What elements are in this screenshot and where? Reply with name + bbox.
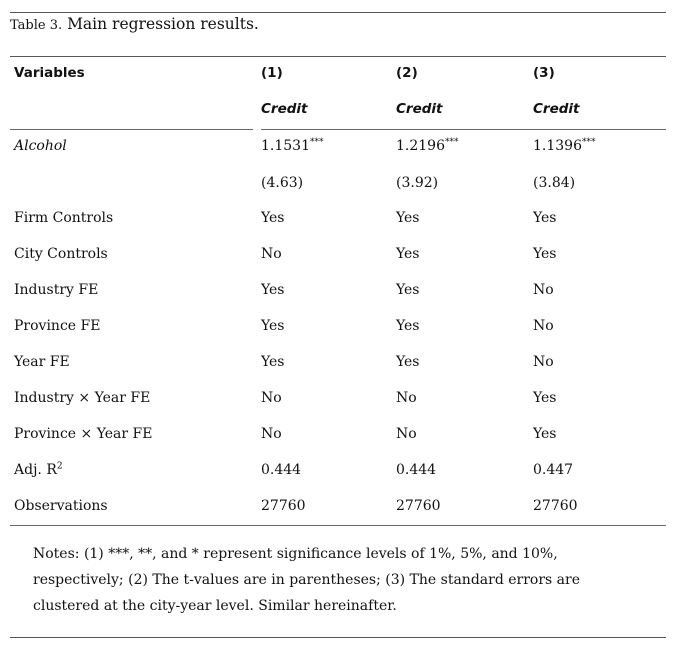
header-rule-left	[10, 129, 253, 130]
table-bottom-rule	[10, 525, 666, 526]
industry-fe-3: No	[533, 282, 554, 298]
dep-var-2: Credit	[396, 101, 443, 117]
adj-r2-2: 0.444	[396, 462, 437, 478]
province-fe-2: Yes	[396, 318, 420, 334]
caption-label: Table 3.	[10, 18, 63, 33]
industry-fe-2: Yes	[396, 282, 420, 298]
industry-fe-label: Industry FE	[14, 282, 99, 298]
city-controls-label: City Controls	[14, 246, 108, 262]
industry-year-fe-3: Yes	[533, 390, 557, 406]
firm-controls-2: Yes	[396, 210, 420, 226]
province-fe-3: No	[533, 318, 554, 334]
province-fe-label: Province FE	[14, 318, 101, 334]
alcohol-stars-2: ***	[445, 137, 459, 148]
firm-controls-1: Yes	[261, 210, 285, 226]
dep-var-1: Credit	[261, 101, 308, 117]
city-controls-3: Yes	[533, 246, 557, 262]
province-year-fe-2: No	[396, 426, 417, 442]
alcohol-stars-1: ***	[310, 137, 324, 148]
table-notes: Notes: (1) ***, **, and * represent sign…	[33, 546, 580, 614]
alcohol-tval-1: (4.63)	[261, 175, 304, 191]
year-fe-2: Yes	[396, 354, 420, 370]
header-top-rule	[10, 56, 666, 57]
firm-controls-3: Yes	[533, 210, 557, 226]
table-container: Table 3. Main regression results. Variab…	[10, 0, 666, 652]
adj-r2-label: Adj. R2	[14, 461, 63, 478]
observations-2: 27760	[396, 498, 441, 514]
alcohol-label: Alcohol	[14, 138, 67, 154]
year-fe-label: Year FE	[14, 354, 70, 370]
city-controls-2: Yes	[396, 246, 420, 262]
province-year-fe-3: Yes	[533, 426, 557, 442]
industry-year-fe-label: Industry × Year FE	[14, 390, 151, 406]
table-caption: Table 3. Main regression results.	[10, 15, 259, 33]
column-3-header: (3)	[533, 65, 555, 81]
header-rule-right	[261, 129, 666, 130]
observations-1: 27760	[261, 498, 306, 514]
alcohol-tval-2: (3.92)	[396, 175, 439, 191]
alcohol-stars-3: ***	[582, 137, 596, 148]
province-year-fe-1: No	[261, 426, 282, 442]
adj-r2-1: 0.444	[261, 462, 302, 478]
adj-r2-3: 0.447	[533, 462, 574, 478]
observations-3: 27760	[533, 498, 578, 514]
industry-year-fe-2: No	[396, 390, 417, 406]
industry-year-fe-1: No	[261, 390, 282, 406]
observations-label: Observations	[14, 498, 108, 514]
caption-text: Main regression results.	[67, 15, 259, 33]
province-year-fe-label: Province × Year FE	[14, 426, 153, 442]
top-rule	[10, 12, 666, 13]
alcohol-tval-3: (3.84)	[533, 175, 576, 191]
firm-controls-label: Firm Controls	[14, 210, 114, 226]
year-fe-3: No	[533, 354, 554, 370]
variables-header: Variables	[14, 65, 85, 81]
column-2-header: (2)	[396, 65, 418, 81]
bottom-rule	[10, 637, 666, 638]
column-1-header: (1)	[261, 65, 283, 81]
alcohol-coef-2: 1.2196***	[396, 137, 459, 154]
alcohol-coef-3: 1.1396***	[533, 137, 596, 154]
province-fe-1: Yes	[261, 318, 285, 334]
year-fe-1: Yes	[261, 354, 285, 370]
industry-fe-1: Yes	[261, 282, 285, 298]
dep-var-3: Credit	[533, 101, 580, 117]
city-controls-1: No	[261, 246, 282, 262]
alcohol-coef-1: 1.1531***	[261, 137, 324, 154]
